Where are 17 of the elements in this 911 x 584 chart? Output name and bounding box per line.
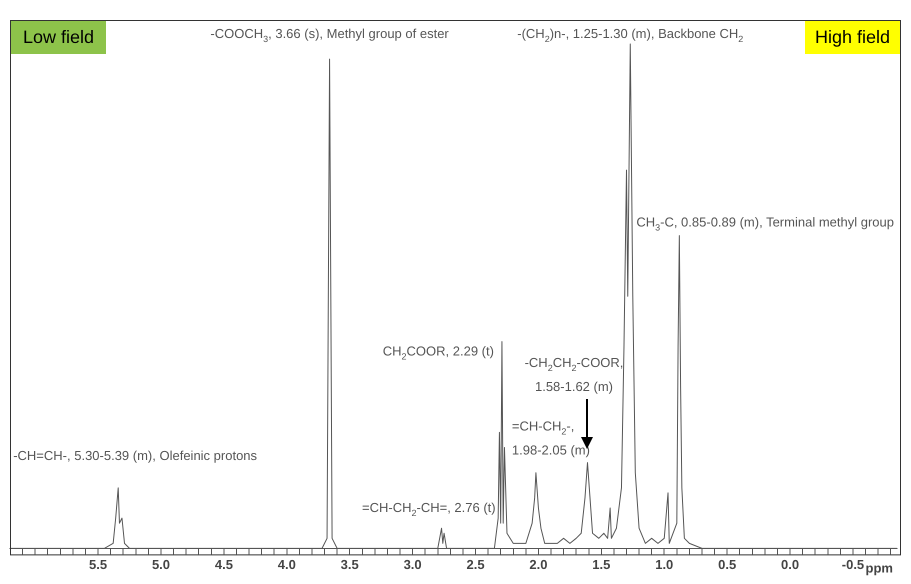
high-field-box: High field — [804, 21, 900, 54]
x-axis-title: ppm — [866, 560, 893, 576]
x-tick-label: -0.5 — [842, 556, 864, 572]
annotation: -CH=CH-, 5.30-5.39 (m), Olefeinic protons — [13, 448, 258, 463]
x-tick-label: 1.0 — [655, 556, 674, 572]
x-tick-label: 3.0 — [404, 556, 422, 572]
x-tick-label: 4.5 — [214, 556, 233, 572]
low-field-box: Low field — [11, 21, 106, 54]
x-tick-label: 2.5 — [466, 556, 485, 572]
x-tick-label: 1.5 — [592, 556, 610, 572]
x-tick-label: 2.0 — [529, 556, 548, 572]
x-tick-label: 5.5 — [89, 556, 108, 572]
x-tick-label: 5.0 — [152, 556, 170, 572]
x-tick-label: 3.5 — [340, 556, 359, 572]
x-tick-label: 0.5 — [718, 556, 736, 572]
x-tick-label: 0.0 — [781, 556, 800, 572]
x-tick-label: 4.0 — [278, 556, 296, 572]
